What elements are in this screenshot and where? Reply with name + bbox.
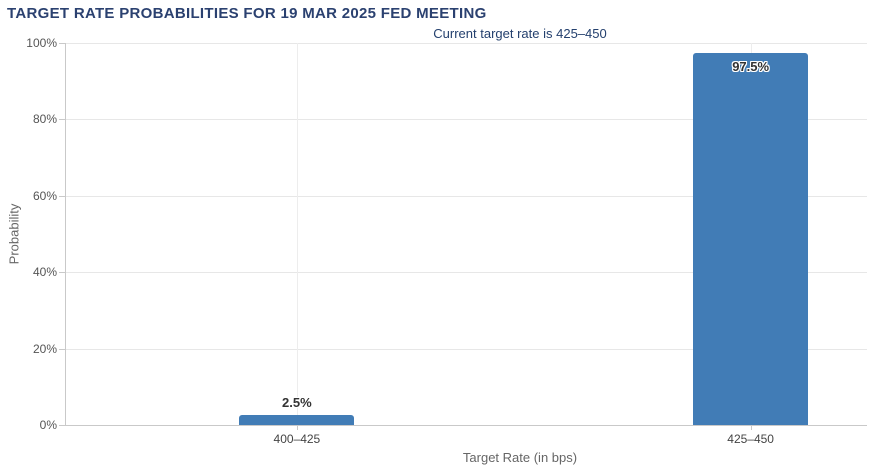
y-tick-label: 20% [32, 341, 57, 356]
bar-425-450[interactable] [693, 52, 809, 425]
y-gridline [65, 195, 867, 197]
y-axis-tick [59, 272, 65, 274]
y-axis-tick [59, 195, 65, 197]
y-tick-label: 60% [32, 188, 57, 203]
bar-data-label: 97.5% [732, 58, 770, 74]
y-axis-line [65, 43, 66, 426]
y-gridline [65, 43, 867, 44]
x-tick-label: 400–425 [273, 432, 321, 446]
y-axis-title: Probability [6, 203, 22, 265]
y-axis-tick [59, 425, 65, 426]
y-tick-label: 80% [32, 112, 57, 127]
y-axis-tick [59, 119, 65, 121]
x-axis-tick [750, 425, 752, 430]
x-axis-tick [296, 425, 298, 430]
chart-title: TARGET RATE PROBABILITIES FOR 19 MAR 202… [7, 5, 487, 22]
y-gridline [65, 272, 867, 274]
chart-subtitle: Current target rate is 425–450 [433, 26, 607, 41]
y-axis-tick [59, 43, 65, 44]
x-axis-title: Target Rate (in bps) [462, 450, 578, 465]
y-gridline [65, 348, 867, 350]
y-tick-label: 40% [32, 265, 57, 280]
y-gridline [65, 119, 867, 121]
y-tick-label: 100% [26, 36, 57, 50]
bar-data-label: 2.5% [282, 395, 312, 411]
x-axis-line [65, 425, 867, 426]
y-tick-label: 0% [39, 418, 57, 432]
x-gridline [296, 43, 298, 425]
y-axis-tick [59, 348, 65, 350]
bar-400-425[interactable] [239, 415, 355, 425]
x-tick-label: 425–450 [727, 432, 774, 446]
